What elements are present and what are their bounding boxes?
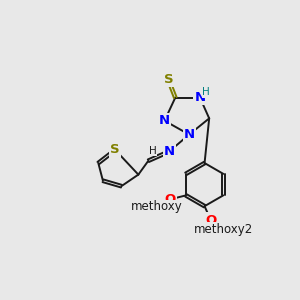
- Text: S: S: [164, 74, 173, 86]
- Text: S: S: [110, 143, 120, 157]
- Text: O: O: [205, 214, 216, 226]
- Text: N: N: [164, 145, 175, 158]
- Text: methoxy2: methoxy2: [194, 223, 253, 236]
- Text: N: N: [159, 114, 170, 127]
- Text: N: N: [184, 128, 195, 141]
- Text: H: H: [149, 146, 157, 156]
- Text: methoxy: methoxy: [131, 200, 182, 213]
- Text: H: H: [202, 87, 210, 97]
- Text: N: N: [194, 91, 206, 104]
- Text: O: O: [165, 193, 176, 206]
